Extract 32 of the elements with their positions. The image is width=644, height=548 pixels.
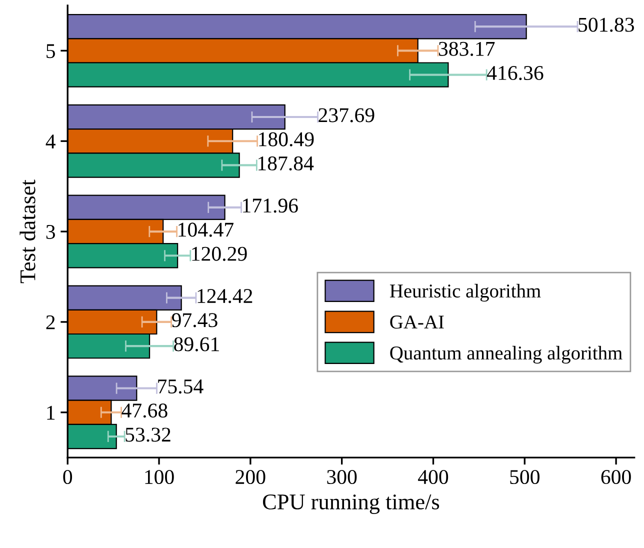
data-label: 171.96: [243, 198, 298, 213]
data-label: 97.43: [172, 313, 218, 328]
legend-label: Heuristic algorithm: [390, 284, 541, 302]
data-label: 53.32: [126, 428, 170, 442]
data-label: 124.42: [198, 289, 252, 304]
legend-label: Quantum annealing algorithm: [390, 346, 622, 364]
data-label: 89.61: [174, 337, 219, 352]
data-label: 187.84: [258, 156, 314, 171]
y-tick-label: 4: [46, 134, 56, 148]
data-label: 120.29: [192, 246, 247, 261]
y-tick-label: 1: [47, 406, 55, 420]
x-tick-label: 600: [601, 470, 631, 484]
x-tick-label: 500: [510, 470, 540, 484]
x-axis-title: CPU running time/s: [263, 494, 440, 514]
x-tick-label: 300: [327, 470, 357, 484]
y-tick-label: 5: [46, 44, 55, 58]
x-tick-label: 100: [145, 470, 174, 484]
legend-label: GA-AI: [390, 316, 444, 329]
data-label: 237.69: [318, 108, 374, 122]
x-tick-label: 0: [63, 470, 72, 484]
data-label: 47.68: [122, 404, 168, 418]
data-label: 383.17: [438, 42, 495, 56]
y-axis-title: Test dataset: [20, 180, 36, 284]
data-label: 75.54: [158, 380, 204, 394]
data-label: 104.47: [178, 222, 234, 237]
y-tick-label: 2: [46, 315, 55, 330]
x-tick-label: 400: [418, 470, 448, 484]
data-label: 416.36: [487, 66, 544, 80]
x-tick-label: 200: [236, 470, 266, 484]
y-tick-label: 3: [46, 224, 55, 239]
data-label: 501.83: [578, 18, 634, 32]
data-label: 180.49: [259, 132, 314, 146]
